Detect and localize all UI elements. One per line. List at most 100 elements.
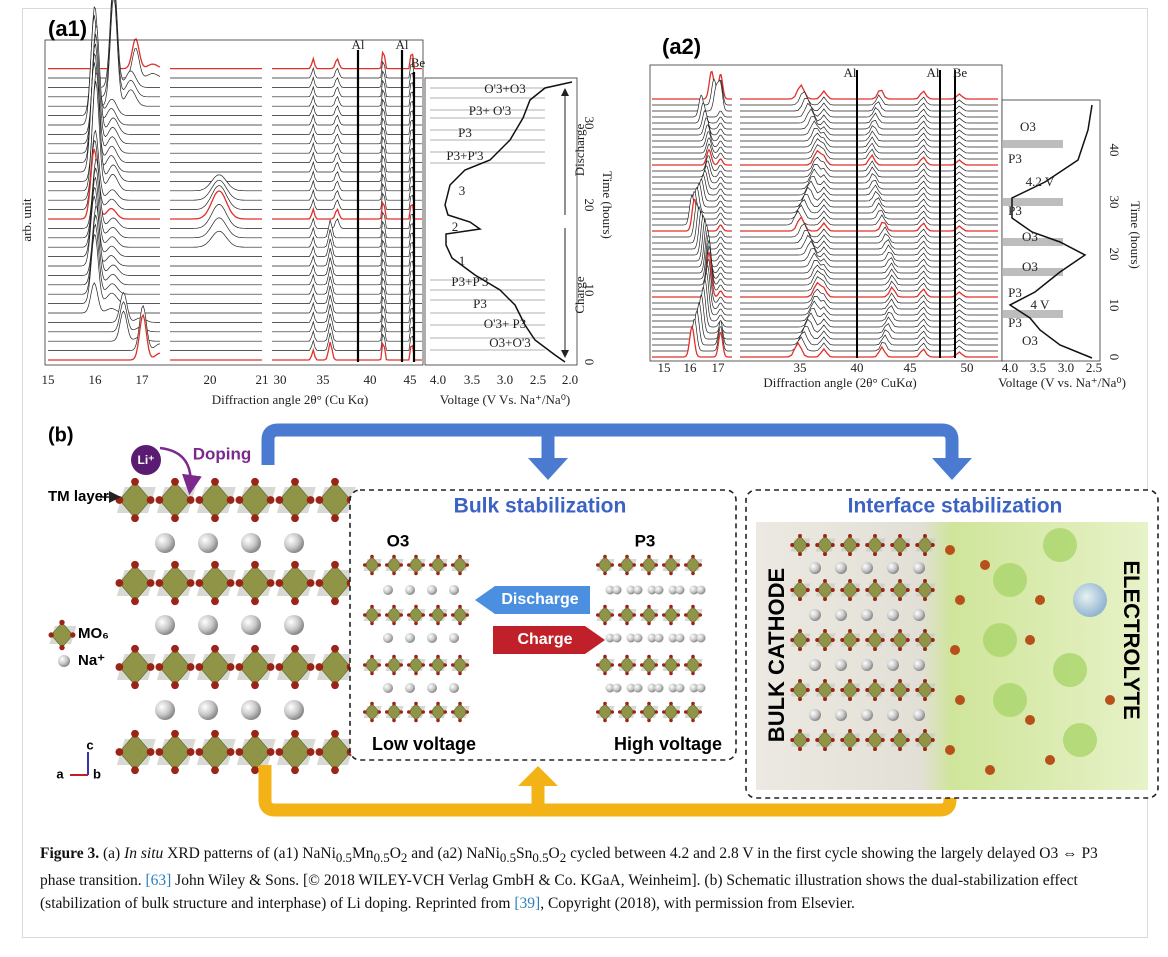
na-ion xyxy=(241,615,261,635)
solvent-shell xyxy=(1043,528,1077,562)
oxygen xyxy=(227,496,235,504)
na-ion xyxy=(284,615,304,635)
oxygen xyxy=(414,555,418,559)
na-ion xyxy=(241,700,261,720)
pattern-fill xyxy=(272,118,422,134)
oxygen xyxy=(414,622,418,626)
oxygen xyxy=(865,738,869,742)
caption-sub: 0.5 xyxy=(336,850,352,865)
pattern-curve xyxy=(272,175,422,191)
pattern-fill xyxy=(272,109,422,125)
oxygen xyxy=(407,710,411,714)
phase-label: P3 xyxy=(458,125,472,140)
oxygen xyxy=(610,613,614,617)
na-ion xyxy=(449,633,459,643)
na-ion xyxy=(405,683,415,693)
oxygen xyxy=(276,496,284,504)
na-ion xyxy=(155,615,175,635)
oxygen xyxy=(815,638,819,642)
pattern-fill xyxy=(272,286,422,304)
oxygen xyxy=(831,688,835,692)
oxygen xyxy=(131,766,139,774)
oxygen xyxy=(370,622,374,626)
na-ion xyxy=(613,684,622,693)
oxygen xyxy=(603,605,607,609)
oxygen xyxy=(436,655,440,659)
oxygen xyxy=(798,552,802,556)
pattern-fill xyxy=(272,62,422,78)
oxygen xyxy=(906,543,910,547)
region-label: ELECTROLYTE xyxy=(1119,560,1144,719)
anion xyxy=(950,645,960,655)
oxygen xyxy=(227,579,235,587)
x-tick-label: 15 xyxy=(658,360,671,375)
time-axis-label: Time (hours) xyxy=(1128,201,1143,269)
oxygen xyxy=(881,638,885,642)
na-label: Na⁺ xyxy=(78,652,105,669)
oxygen xyxy=(156,579,164,587)
oxygen xyxy=(890,738,894,742)
x-tick-label: 17 xyxy=(712,360,726,375)
oxygen xyxy=(915,588,919,592)
oxygen xyxy=(211,597,219,605)
pattern-curve xyxy=(272,52,422,68)
oxygen xyxy=(898,747,902,751)
pattern-curve xyxy=(272,81,422,97)
oxygen xyxy=(363,613,367,617)
pattern-fill xyxy=(272,203,422,219)
oxygen xyxy=(823,579,827,583)
oxygen xyxy=(873,597,877,601)
oxygen xyxy=(451,613,455,617)
pattern-fill xyxy=(48,315,160,360)
peak-label: Al xyxy=(927,65,940,80)
oxygen xyxy=(267,496,275,504)
oxygen xyxy=(436,555,440,559)
oxygen xyxy=(923,579,927,583)
na-ion xyxy=(427,633,437,643)
oxygen xyxy=(131,730,139,738)
oxygen xyxy=(806,588,810,592)
oxygen xyxy=(915,638,919,642)
oxygen xyxy=(873,747,877,751)
na-ion xyxy=(676,634,685,643)
oxygen xyxy=(898,729,902,733)
oxygen xyxy=(698,563,702,567)
oxygen xyxy=(848,579,852,583)
reference-link[interactable]: [63] xyxy=(145,872,171,889)
oxygen xyxy=(647,702,651,706)
oxygen xyxy=(316,496,324,504)
arrow-label: Discharge xyxy=(572,124,587,177)
oxygen xyxy=(848,629,852,633)
oxygen xyxy=(429,663,433,667)
reference-link[interactable]: [39] xyxy=(514,895,540,912)
oxygen xyxy=(662,710,666,714)
pattern-curve xyxy=(272,314,422,332)
oxygen xyxy=(806,543,810,547)
pattern-fill xyxy=(272,137,422,153)
na-ion xyxy=(634,634,643,643)
oxygen xyxy=(691,572,695,576)
solvent-shell xyxy=(1063,723,1097,757)
pattern-fill xyxy=(272,229,422,247)
oxygen xyxy=(647,655,651,659)
na-ion xyxy=(405,633,415,643)
oxygen xyxy=(698,663,702,667)
oxygen xyxy=(267,663,275,671)
x-tick-label: 45 xyxy=(904,360,917,375)
pattern-fill xyxy=(272,220,422,238)
phase-label: P3+ O'3 xyxy=(469,103,512,118)
oxygen xyxy=(923,729,927,733)
oxygen xyxy=(798,679,802,683)
na-ion xyxy=(676,586,685,595)
pattern-fill xyxy=(272,128,422,144)
pattern-fill xyxy=(48,48,160,78)
anion xyxy=(955,695,965,705)
caption-sub: 0.5 xyxy=(532,850,548,865)
oxygen xyxy=(458,572,462,576)
caption-sub: 0.5 xyxy=(374,850,390,865)
oxygen xyxy=(211,730,219,738)
oxygen xyxy=(377,710,381,714)
oxygen xyxy=(399,663,403,667)
oxygen xyxy=(865,688,869,692)
oxygen xyxy=(436,572,440,576)
